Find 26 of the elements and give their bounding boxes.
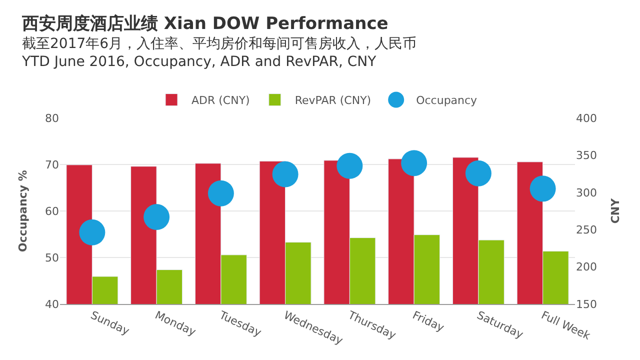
legend-label: ADR (CNY): [192, 94, 250, 108]
point: [79, 219, 106, 246]
y-axis-title: Occupancy %: [16, 170, 30, 252]
y2-tick-label: 300: [576, 186, 597, 200]
point: [336, 152, 363, 179]
legend-label: Occupancy: [416, 94, 478, 108]
y2-tick-label: 250: [576, 223, 597, 236]
y2-tick-label: 400: [576, 112, 597, 125]
y2-tick-label: 200: [576, 260, 597, 274]
y-tick-label: 70: [45, 158, 59, 172]
y2-axis-title: CNY: [609, 197, 622, 224]
point: [530, 176, 556, 202]
y-tick-label: 80: [45, 112, 59, 125]
y-tick-label: 40: [45, 298, 59, 311]
y2-tick-label: 350: [576, 149, 597, 162]
point: [208, 180, 234, 206]
chart-title: 西安周度酒店业绩 Xian DOW Performance: [21, 14, 388, 34]
point: [272, 161, 298, 188]
y2-tick-label: 150: [576, 298, 597, 311]
point: [401, 150, 428, 176]
y-tick-label: 50: [45, 251, 59, 264]
point: [144, 204, 170, 230]
legend-label: RevPAR (CNY): [294, 94, 372, 108]
chart-subtitle: 截至2017年6月，入住率、平均房价和每间可售房收入，人民币 YTD June 2016, Occupancy, ADR and RevPAR, CNY: [21, 36, 417, 70]
point: [465, 160, 492, 186]
y-tick-label: 60: [45, 204, 59, 218]
